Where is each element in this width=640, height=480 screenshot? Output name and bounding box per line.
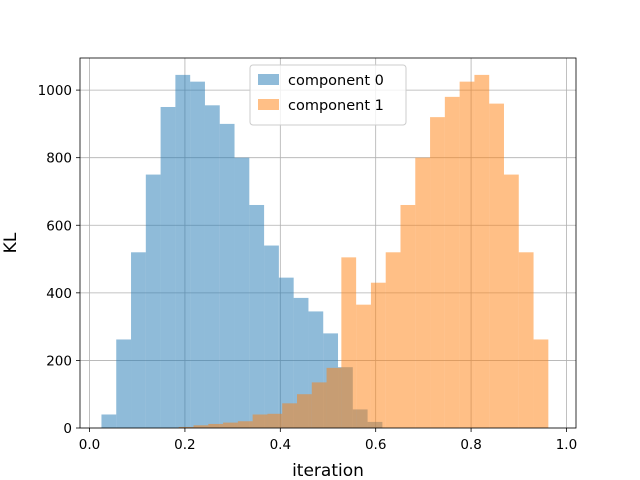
histogram-bar (223, 422, 238, 428)
histogram-bar (204, 105, 220, 428)
histogram-bar (415, 157, 431, 428)
histogram-bar (278, 277, 294, 428)
y-tick-label: 200 (46, 353, 72, 369)
histogram-bar (370, 282, 386, 428)
y-axis-ticks: 0 200 400 600 800 1000 (38, 83, 80, 437)
y-tick-label: 600 (46, 218, 72, 234)
histogram-bar (282, 403, 297, 428)
histogram-bar (252, 414, 268, 428)
x-tick-label: 0.6 (365, 437, 386, 453)
histogram-bar (356, 304, 371, 428)
x-axis-label: iteration (292, 461, 364, 480)
series-1-bars (178, 74, 549, 429)
histogram-bar (311, 382, 327, 428)
y-tick-label: 0 (63, 421, 72, 437)
histogram-bar (193, 425, 209, 428)
plot-area-frame (79, 57, 577, 429)
x-tick-label: 0.8 (460, 437, 481, 453)
y-tick-label: 400 (46, 286, 72, 302)
y-axis-label: KL (1, 232, 21, 253)
x-tick-label: 1.0 (556, 437, 577, 453)
legend-box (249, 64, 407, 126)
histogram-bar (237, 421, 253, 428)
histogram-bars (101, 74, 549, 429)
histogram-bar (249, 204, 265, 428)
histogram-bar (234, 157, 250, 428)
histogram-bar (385, 252, 401, 428)
legend-label: component 1 (288, 98, 384, 114)
legend-label: component 0 (288, 73, 384, 89)
histogram-bar (101, 414, 117, 428)
histogram-bar (297, 394, 312, 428)
histogram-bar (341, 257, 357, 428)
histogram-bar (326, 367, 342, 428)
histogram-bar (518, 252, 534, 428)
histogram-bar (400, 204, 416, 428)
legend: component 0 component 1 (249, 64, 407, 126)
histogram-bar (208, 423, 224, 428)
x-tick-label: 0.2 (174, 437, 195, 453)
histogram-bar (489, 103, 504, 428)
histogram-bar (131, 252, 146, 428)
histogram-bar (175, 74, 191, 429)
histogram-bar (503, 174, 519, 428)
histogram-bar (178, 426, 194, 428)
x-tick-label: 0.4 (270, 437, 291, 453)
legend-swatch (258, 74, 279, 85)
histogram-bar (116, 339, 132, 428)
x-tick-label: 0.0 (79, 437, 100, 453)
legend-swatch (258, 99, 279, 110)
histogram-bar (145, 174, 161, 428)
histogram-bar (190, 81, 205, 429)
histogram-bar (533, 339, 549, 428)
histogram-bar (160, 106, 176, 429)
histogram-bar (267, 413, 283, 428)
y-tick-label: 1000 (38, 83, 72, 99)
histogram-bar (264, 245, 279, 428)
x-axis-ticks: 0.0 0.2 0.4 0.6 0.8 1.0 (79, 428, 577, 453)
y-tick-label: 800 (46, 151, 72, 167)
histogram-bar (459, 81, 475, 429)
histogram-bar (444, 96, 460, 428)
histogram-bar (430, 117, 445, 429)
histogram-bar (219, 123, 235, 428)
histogram-bar (474, 74, 490, 429)
